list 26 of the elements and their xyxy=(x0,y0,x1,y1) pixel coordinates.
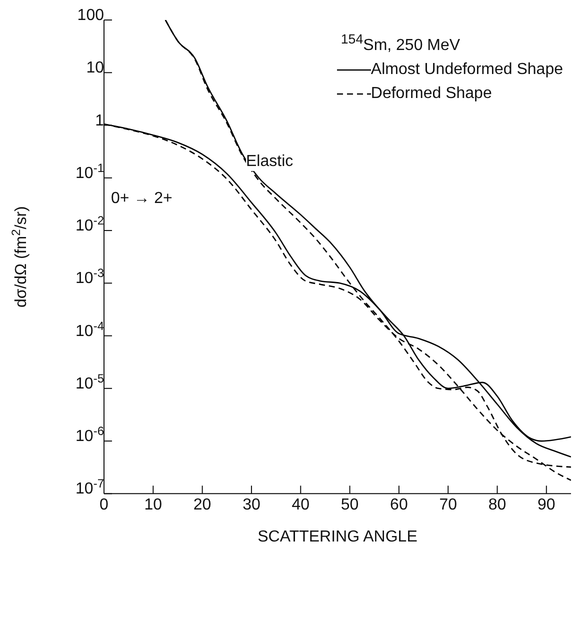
y-tick-label: 100 xyxy=(77,7,104,24)
x-tick-label: 60 xyxy=(390,496,408,514)
x-axis-title: SCATTERING ANGLE xyxy=(258,528,418,546)
legend-label: Almost Undeformed Shape xyxy=(370,61,563,78)
legend-label: Deformed Shape xyxy=(370,85,492,102)
y-tick-label: 10$^{-7}$ xyxy=(76,476,104,498)
x-tick-label: 30 xyxy=(242,496,260,514)
x-tick-label: 70 xyxy=(439,496,458,514)
y-tick-label: 10$^{-3}$ xyxy=(76,266,104,288)
annotation: Elastic xyxy=(246,153,294,170)
x-tick-label: 40 xyxy=(292,496,310,514)
y-tick-label: 1 xyxy=(95,112,104,130)
x-tick-label: 90 xyxy=(538,496,556,514)
x-tick-label: 80 xyxy=(488,496,506,514)
legend-title: $^{154}$Sm, 250 MeV xyxy=(340,32,460,54)
y-tick-label: 10$^{-4}$ xyxy=(76,318,104,340)
y-tick-label: 10 xyxy=(86,60,104,77)
y-tick-label: 10$^{-5}$ xyxy=(76,371,104,392)
x-tick-label: 20 xyxy=(193,496,212,514)
y-tick-label: 10$^{-1}$ xyxy=(76,160,104,182)
x-tick-label: 0 xyxy=(100,496,109,514)
annotation: 0+ → 2+ xyxy=(111,190,172,207)
x-tick-label: 50 xyxy=(340,496,359,514)
y-tick-label: 10$^{-2}$ xyxy=(76,214,104,235)
y-tick-label: 10$^{-6}$ xyxy=(76,424,104,446)
x-tick-label: 10 xyxy=(144,496,162,514)
